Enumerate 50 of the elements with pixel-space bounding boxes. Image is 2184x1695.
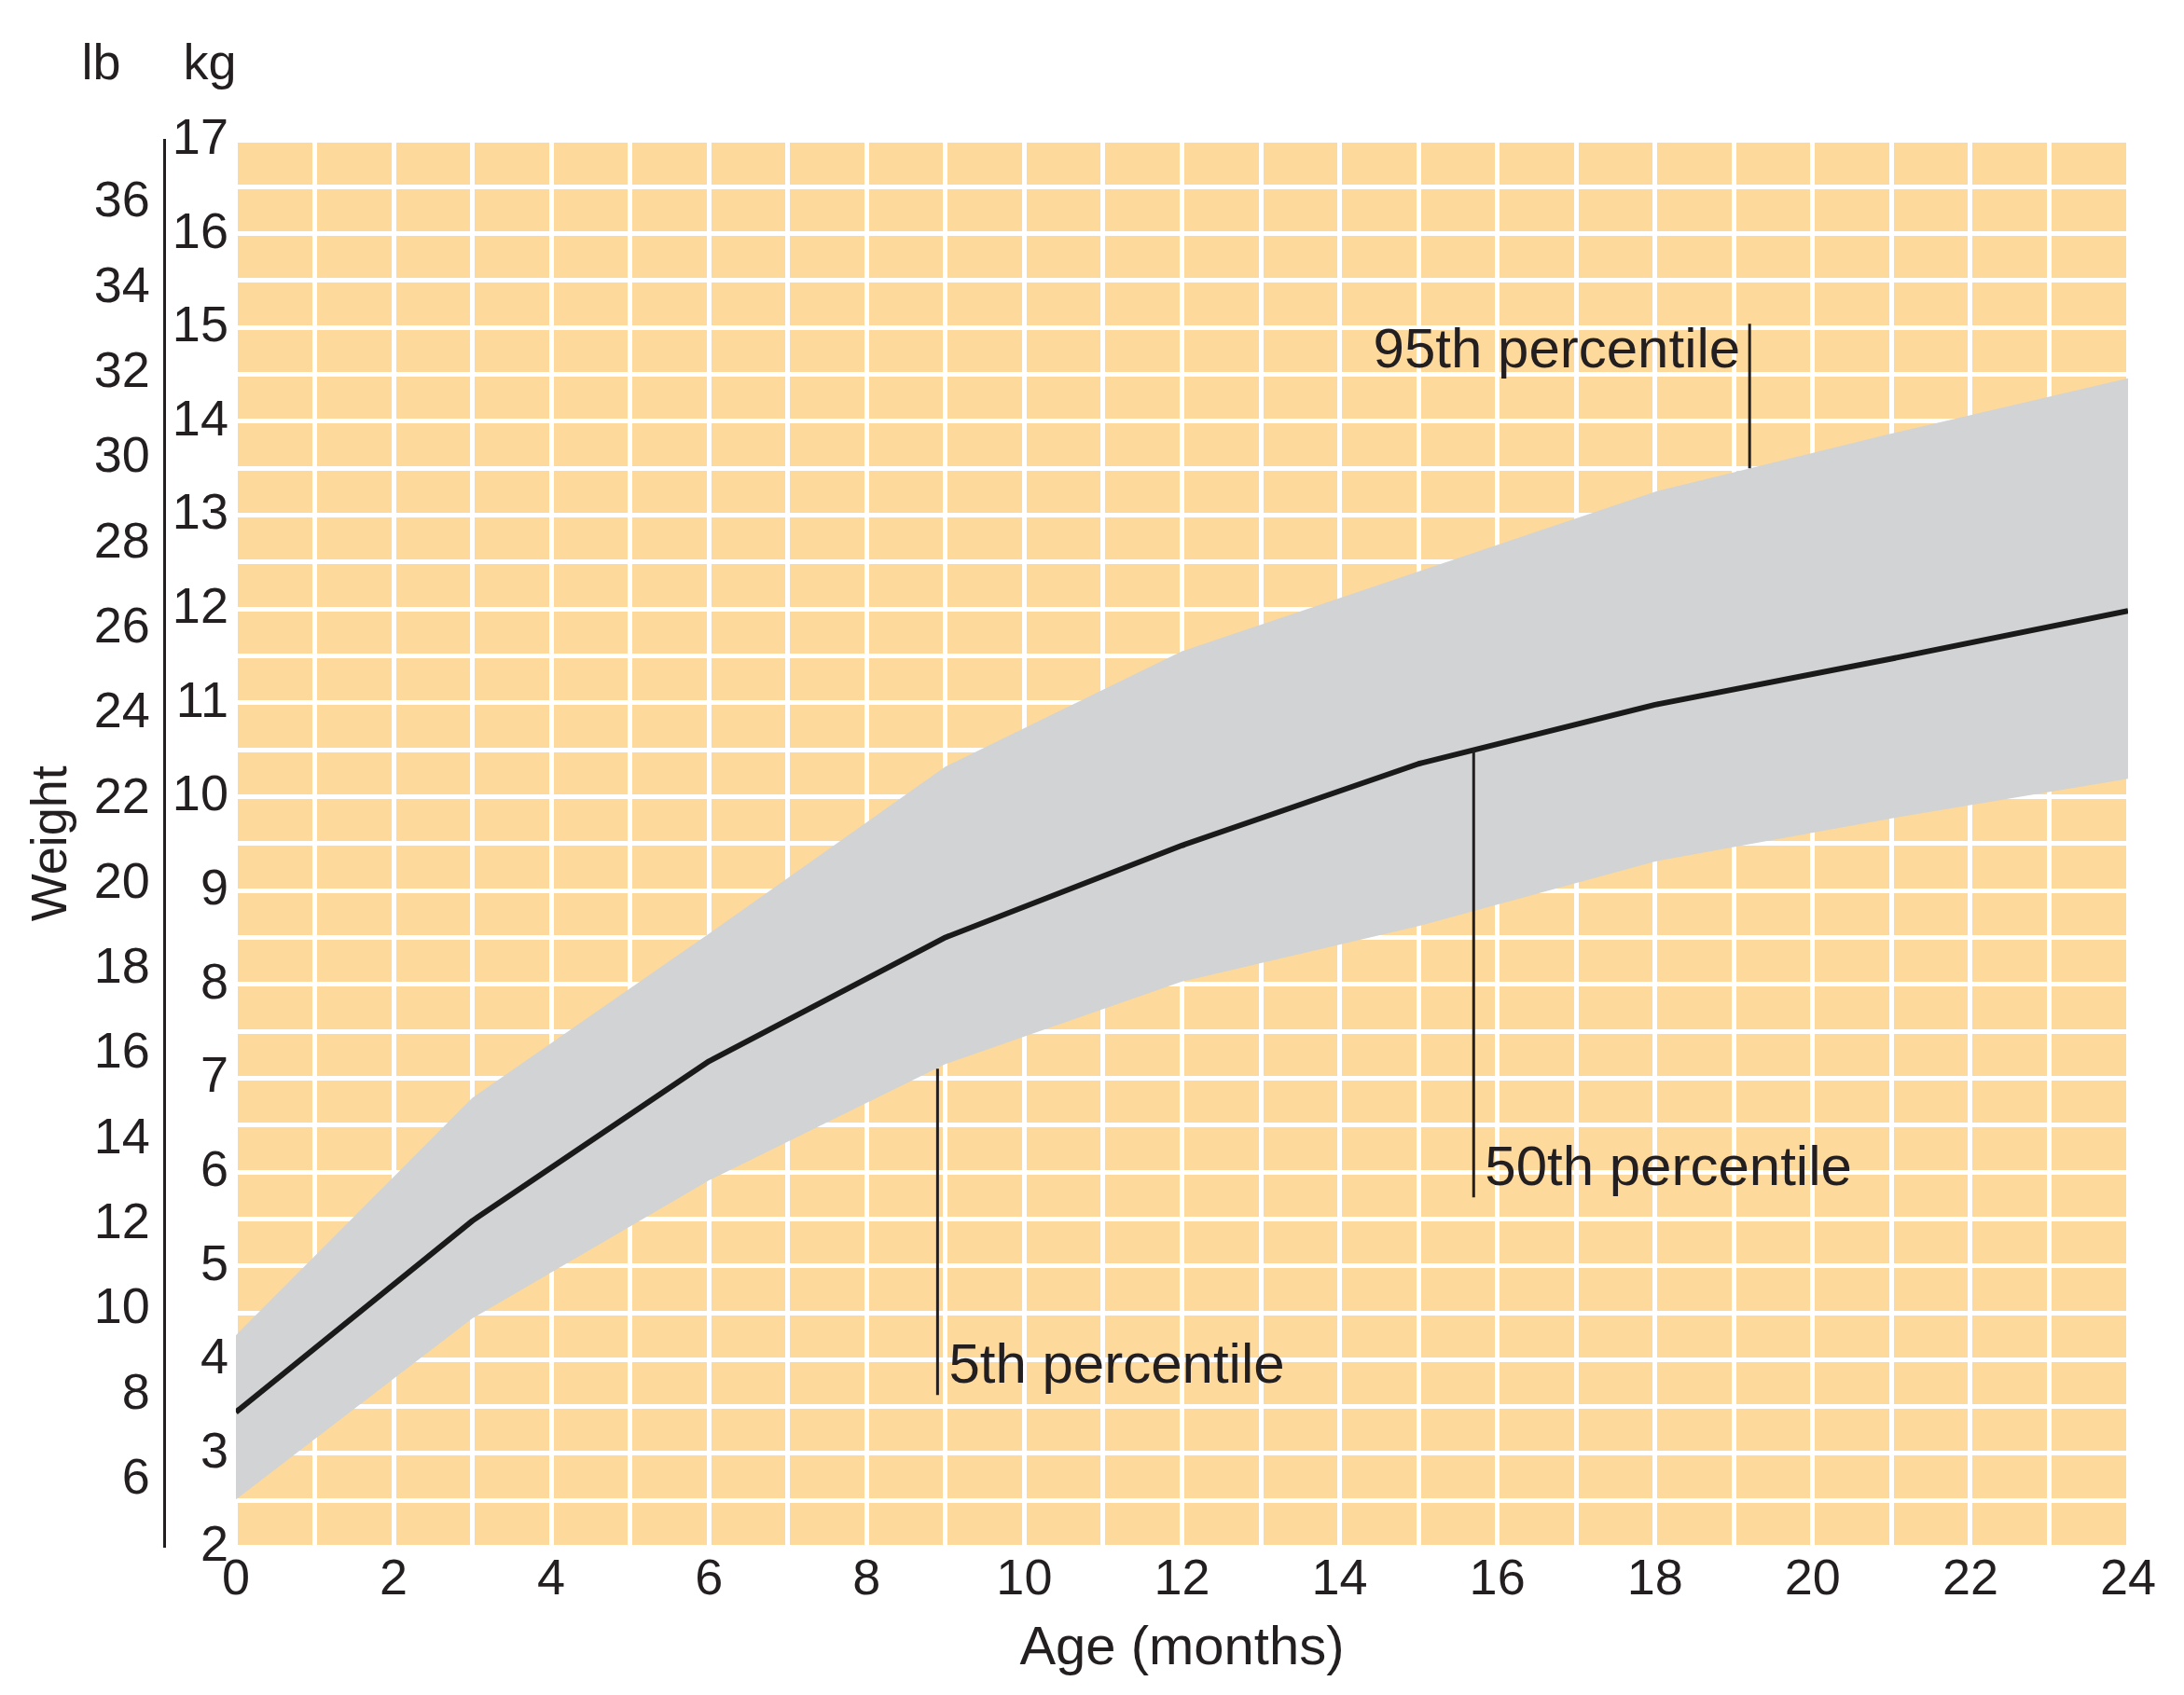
y-tick-label: 5 [200, 1233, 228, 1290]
annotation: 5th percentile [948, 1331, 1285, 1395]
x-tick-label: 18 [1626, 1548, 1683, 1605]
x-tick-label: 22 [1942, 1548, 1998, 1605]
y2-axis-title: Weight [21, 765, 77, 922]
x-tick-label: 14 [1311, 1548, 1368, 1605]
y2-tick-label: 14 [93, 1107, 150, 1164]
y2-tick-label: 30 [93, 426, 150, 483]
y-tick-label: 7 [200, 1046, 228, 1103]
y-tick-label: 12 [172, 577, 228, 634]
y-tick-label: 6 [200, 1139, 228, 1196]
y2-tick-label: 28 [93, 511, 150, 568]
y-tick-label: 10 [172, 765, 228, 821]
x-tick-label: 10 [996, 1548, 1053, 1605]
x-tick-label: 8 [852, 1548, 881, 1605]
y-tick-label: 8 [200, 952, 228, 1009]
y-tick-label: 4 [200, 1328, 228, 1385]
y2-tick-label: 18 [93, 937, 150, 994]
y-tick-label: 15 [172, 296, 228, 352]
x-tick-label: 24 [2099, 1548, 2157, 1605]
y-tick-label: 9 [200, 859, 228, 916]
y2-tick-label: 24 [93, 682, 150, 738]
text: kg [183, 33, 237, 90]
y-tick-label: 11 [175, 670, 228, 727]
x-tick-label: 4 [537, 1548, 566, 1605]
annotation: 95th percentile [1373, 316, 1741, 379]
y2-tick-label: 22 [93, 766, 150, 823]
y2-tick-label: 32 [93, 341, 150, 398]
y-tick-label: 14 [172, 389, 228, 446]
annotation: 50th percentile [1485, 1134, 1852, 1197]
y2-tick-label: 16 [93, 1022, 150, 1079]
y-tick-label: 13 [172, 483, 228, 540]
y2-tick-label: 20 [93, 851, 150, 908]
y-tick-label: 16 [172, 201, 228, 258]
y2-tick-label: 34 [93, 255, 150, 312]
y-tick-label: 17 [172, 107, 228, 164]
x-tick-label: 6 [695, 1548, 724, 1605]
y2-tick-label: 8 [121, 1362, 150, 1419]
y2-tick-label: 36 [93, 171, 150, 227]
y2-tick-label: 10 [93, 1277, 150, 1334]
x-tick-label: 20 [1784, 1548, 1841, 1605]
x-axis-title: Age (months) [1019, 1615, 1345, 1676]
y2-tick-label: 6 [121, 1447, 150, 1504]
y2-tick-label: 26 [93, 596, 150, 653]
x-tick-label: 16 [1469, 1548, 1526, 1605]
x-tick-label: 2 [379, 1548, 408, 1605]
y2-tick-label: 12 [93, 1192, 150, 1249]
text: lb [81, 33, 121, 90]
x-tick-label: 12 [1154, 1548, 1210, 1605]
y-tick-label: 3 [200, 1421, 228, 1478]
